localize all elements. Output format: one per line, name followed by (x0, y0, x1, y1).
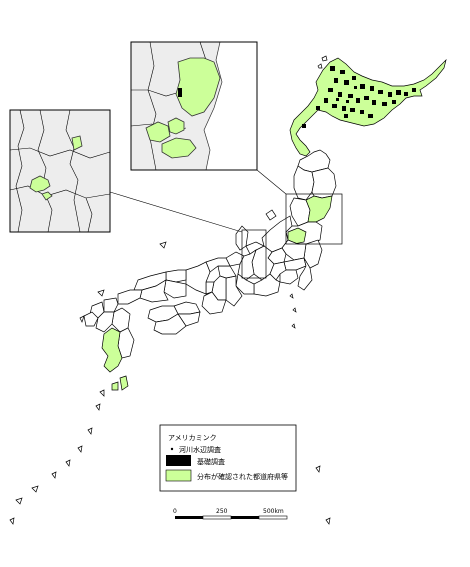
legend-item-river-survey: 河川水辺調査 (179, 445, 221, 454)
legend-item-confirmed-prefectures: 分布が確認された都道府県等 (197, 472, 288, 481)
legend-green-symbol (166, 470, 191, 481)
scale-bar: 0 250 500km (173, 508, 287, 519)
hokkaido-prefecture (290, 58, 446, 156)
legend-title: アメリカミンク (168, 434, 217, 442)
scale-label-250: 250 (216, 508, 228, 515)
inset-tohoku (131, 42, 257, 170)
legend: アメリカミンク 河川水辺調査 基礎調査 分布が確認された都道府県等 (160, 425, 296, 491)
legend-black-cell-symbol (166, 455, 191, 466)
inset-chubu (10, 110, 110, 232)
scale-label-0: 0 (173, 508, 177, 515)
legend-item-basic-survey: 基礎調査 (197, 457, 225, 466)
kagoshima-prefecture (102, 328, 122, 372)
miyagi-prefecture (306, 196, 332, 222)
scale-label-500: 500km (263, 508, 284, 515)
legend-dot-symbol (171, 448, 173, 450)
